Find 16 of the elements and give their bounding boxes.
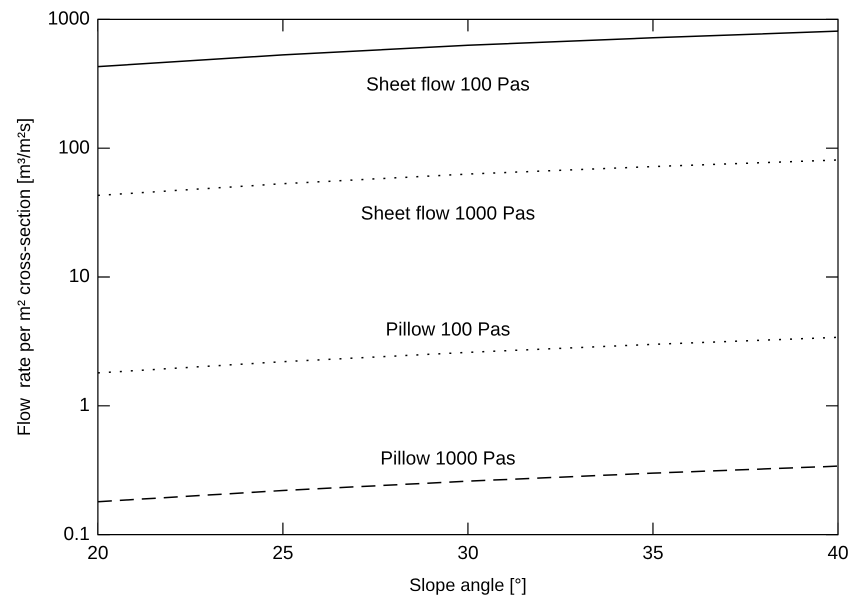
x-tick-label: 40 — [827, 543, 849, 564]
y-tick-label: 0.1 — [63, 524, 90, 545]
x-tick-label: 20 — [87, 543, 108, 564]
series-label: Pillow 100 Pas — [386, 320, 510, 341]
series-label: Pillow 1000 Pas — [380, 448, 516, 470]
y-tick-label: 1000 — [48, 8, 90, 30]
x-tick-label: 35 — [642, 543, 664, 564]
series-label: Sheet flow 1000 Pas — [360, 203, 536, 224]
series-label: Sheet flow 100 Pas — [366, 74, 530, 96]
y-tick-label: 1 — [79, 395, 90, 416]
x-tick-label: 25 — [272, 543, 294, 564]
y-tick-label: 10 — [68, 266, 90, 288]
x-axis-title: Slope angle [°] — [409, 575, 527, 596]
y-axis-title: Flow rate per m² cross-section [m³/m²s] — [14, 118, 34, 436]
x-tick-label: 30 — [457, 543, 479, 564]
y-tick-label: 100 — [58, 137, 90, 158]
